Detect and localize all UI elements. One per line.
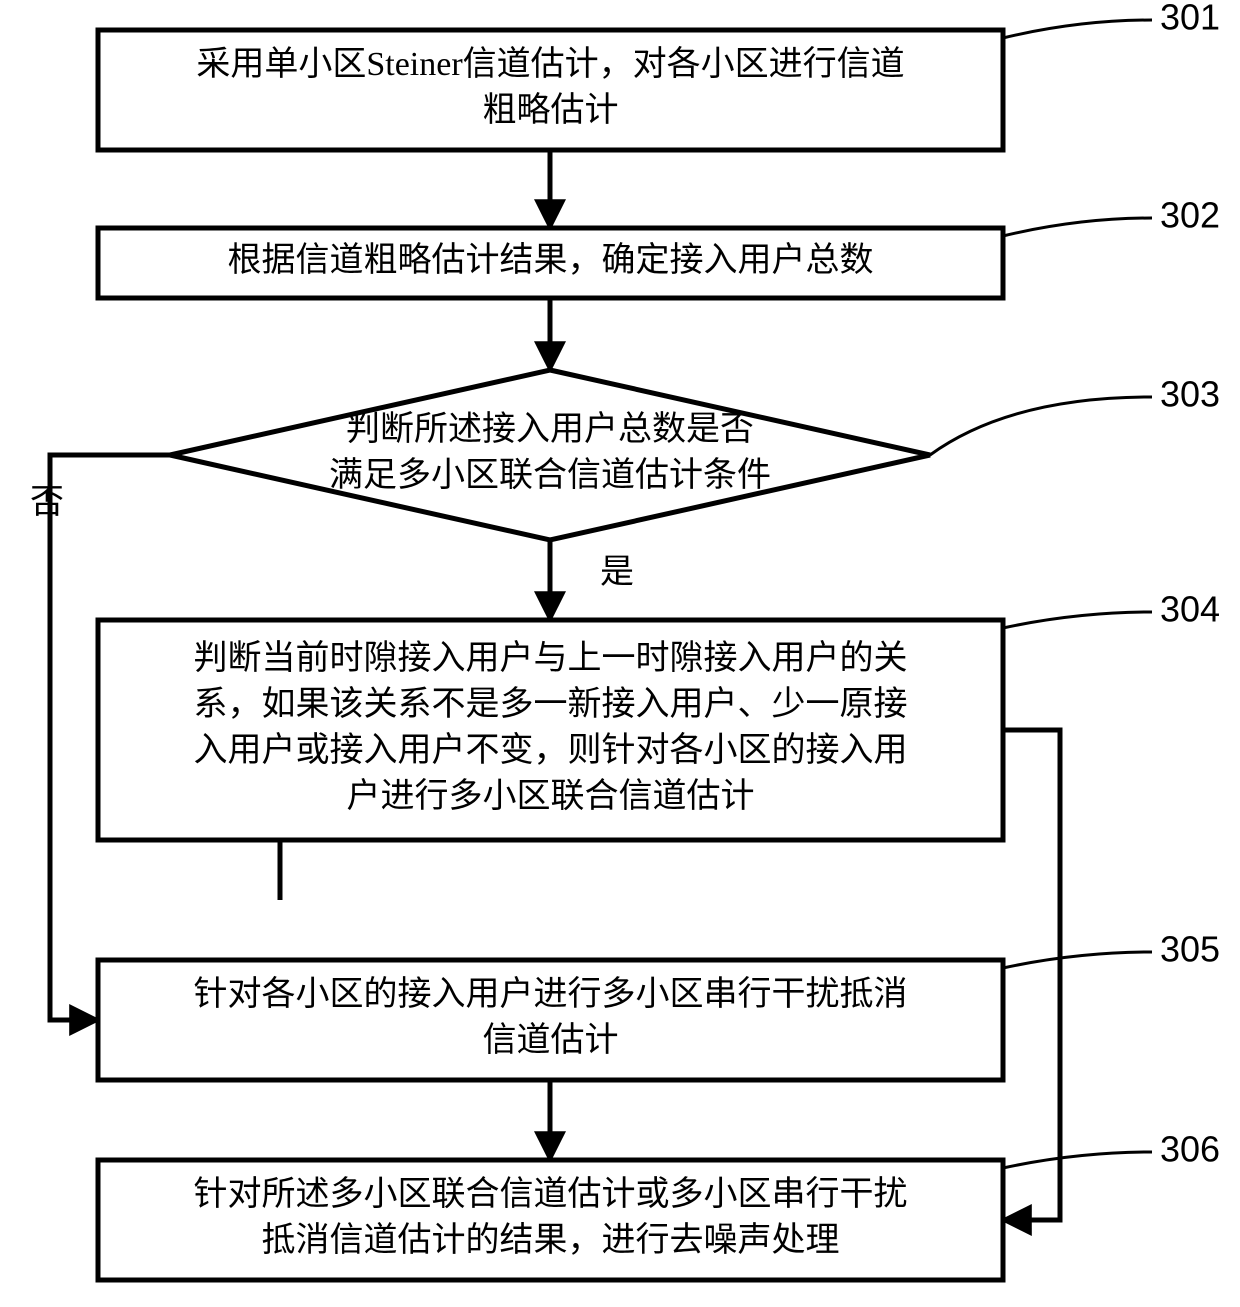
leader-line xyxy=(1003,952,1152,968)
node-text-line: 满足多小区联合信道估计条件 xyxy=(329,456,771,494)
node-text-line: 系，如果该关系不是多一新接入用户、少一原接 xyxy=(194,685,908,723)
leader-line xyxy=(930,397,1152,455)
node-text-line: 粗略估计 xyxy=(483,91,619,129)
step-number: 304 xyxy=(1160,589,1220,630)
node-text-line: 户进行多小区联合信道估计 xyxy=(347,777,755,815)
node-text-line: 针对各小区的接入用户进行多小区串行干扰抵消 xyxy=(194,975,908,1013)
node-text-line: 信道估计 xyxy=(483,1021,619,1059)
node-text-line: 采用单小区Steiner信道估计，对各小区进行信道 xyxy=(196,45,904,83)
node-text-line: 抵消信道估计的结果，进行去噪声处理 xyxy=(262,1221,840,1259)
node-text-line: 判断当前时隙接入用户与上一时隙接入用户的关 xyxy=(194,639,908,677)
edge-label: 是 xyxy=(600,554,634,591)
leader-line xyxy=(1003,20,1152,38)
step-number: 305 xyxy=(1160,929,1220,970)
step-number: 302 xyxy=(1160,195,1220,236)
node-text-line: 入用户或接入用户不变，则针对各小区的接入用 xyxy=(194,731,908,769)
leader-line xyxy=(1003,218,1152,236)
leader-line xyxy=(1003,1152,1152,1168)
node-diamond xyxy=(170,370,930,540)
node-n303 xyxy=(170,370,930,540)
edge-e7 xyxy=(1003,730,1060,1220)
leader-line xyxy=(1003,612,1152,628)
step-number: 301 xyxy=(1160,0,1220,38)
node-text-line: 针对所述多小区联合信道估计或多小区串行干扰 xyxy=(194,1175,908,1213)
node-text-line: 根据信道粗略估计结果，确定接入用户总数 xyxy=(228,241,874,279)
flowchart-canvas: 是 否 采用单小区Steiner信道估计，对各小区进行信道粗略估计 301 根据信道粗略… xyxy=(0,0,1240,1307)
node-text-line: 判断所述接入用户总数是否 xyxy=(346,410,754,448)
step-number: 306 xyxy=(1160,1129,1220,1170)
step-number: 303 xyxy=(1160,374,1220,415)
edge-label: 否 xyxy=(30,484,64,521)
